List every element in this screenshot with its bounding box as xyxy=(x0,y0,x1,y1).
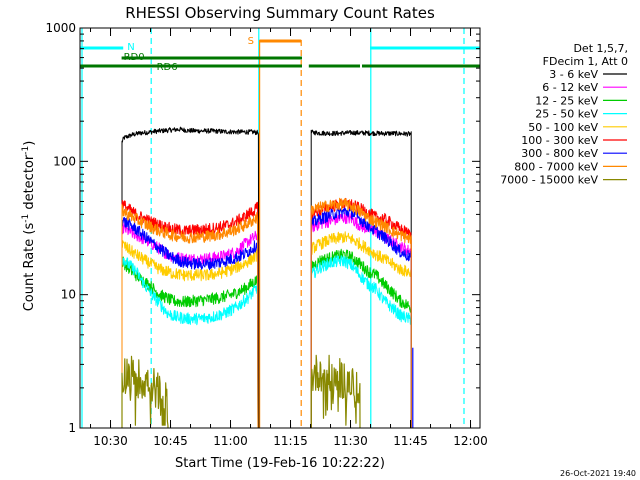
legend-label: 7000 - 15000 keV xyxy=(500,174,598,187)
legend-label: 3 - 6 keV xyxy=(549,68,598,81)
rd6-label: RD6 xyxy=(157,62,178,73)
legend-header: FDecim 1, Att 0 xyxy=(543,55,628,68)
series-line xyxy=(121,126,260,429)
x-tick-label: 11:15 xyxy=(273,434,308,448)
series-line xyxy=(310,207,412,428)
n-label: N xyxy=(127,42,134,53)
legend-label: 100 - 300 keV xyxy=(521,134,598,147)
series-line xyxy=(310,248,412,428)
s-label: S xyxy=(248,36,254,47)
legend-label: 25 - 50 keV xyxy=(535,108,598,121)
y-axis-label: Count Rate (s-1 detector-1) xyxy=(21,141,37,312)
legend-label: 50 - 100 keV xyxy=(528,121,598,134)
rd0-label: RD0 xyxy=(124,52,145,63)
series-line xyxy=(310,129,412,428)
x-tick-label: 10:45 xyxy=(153,434,188,448)
x-tick-label: 10:30 xyxy=(93,434,128,448)
y-tick-label: 1000 xyxy=(45,21,76,35)
x-tick-label: 12:00 xyxy=(453,434,488,448)
series-line xyxy=(121,240,259,429)
x-tick-label: 11:00 xyxy=(213,434,248,448)
series-line xyxy=(310,255,412,428)
series-line xyxy=(121,217,259,429)
series-line xyxy=(310,354,361,429)
legend-label: 800 - 7000 keV xyxy=(514,160,598,173)
footer-datestamp: 26-Oct-2021 19:40 xyxy=(560,469,636,478)
y-tick-label: 100 xyxy=(53,154,76,168)
x-tick-label: 11:30 xyxy=(333,434,368,448)
series-line xyxy=(121,199,259,429)
series-line xyxy=(121,355,169,429)
x-tick-label: 11:45 xyxy=(393,434,428,448)
chart-title: RHESSI Observing Summary Count Rates xyxy=(125,4,435,22)
axis-ticks: 1 10 100 1000 10:30 10:45 11:00 11:15 11:30 11:45… xyxy=(45,21,487,448)
series-line xyxy=(121,204,259,429)
y-tick-label: 1 xyxy=(68,421,76,435)
x-axis-label: Start Time (19-Feb-16 10:22:22) xyxy=(175,456,385,471)
y-tick-label: 10 xyxy=(61,288,76,302)
series-line xyxy=(310,231,412,428)
series-line xyxy=(310,197,412,428)
plot-frame xyxy=(79,27,481,429)
legend-label: 300 - 800 keV xyxy=(521,147,598,160)
series-line xyxy=(121,257,259,429)
legend-label: 6 - 12 keV xyxy=(542,81,598,94)
legend-header: Det 1,5,7, xyxy=(573,42,628,55)
data-series xyxy=(121,126,412,429)
legend-label: 12 - 25 keV xyxy=(535,94,598,107)
